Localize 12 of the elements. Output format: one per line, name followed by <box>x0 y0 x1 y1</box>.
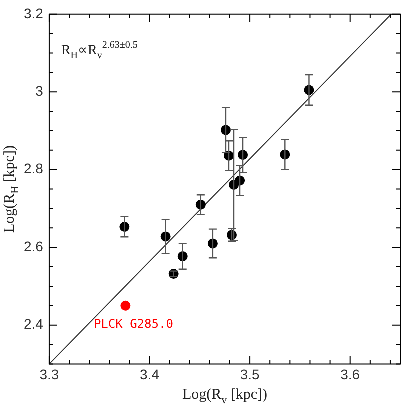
y-tick-label: 2.4 <box>24 316 44 332</box>
y-tick-label: 2.6 <box>24 238 44 254</box>
y-axis-title: Log(RH [kpc]) <box>2 146 22 234</box>
x-tick-label: 3.5 <box>240 366 260 382</box>
y-tick-label: 2.8 <box>24 160 44 177</box>
x-tick-label: 3.6 <box>340 366 360 382</box>
x-tick-label: 3.4 <box>140 366 160 382</box>
annotation: PLCK G285.0 <box>94 316 174 331</box>
x-tick-label: 3.3 <box>40 366 60 382</box>
y-tick-label: 3.2 <box>24 5 44 22</box>
point <box>120 300 131 311</box>
y-tick-label: 3 <box>36 82 44 99</box>
